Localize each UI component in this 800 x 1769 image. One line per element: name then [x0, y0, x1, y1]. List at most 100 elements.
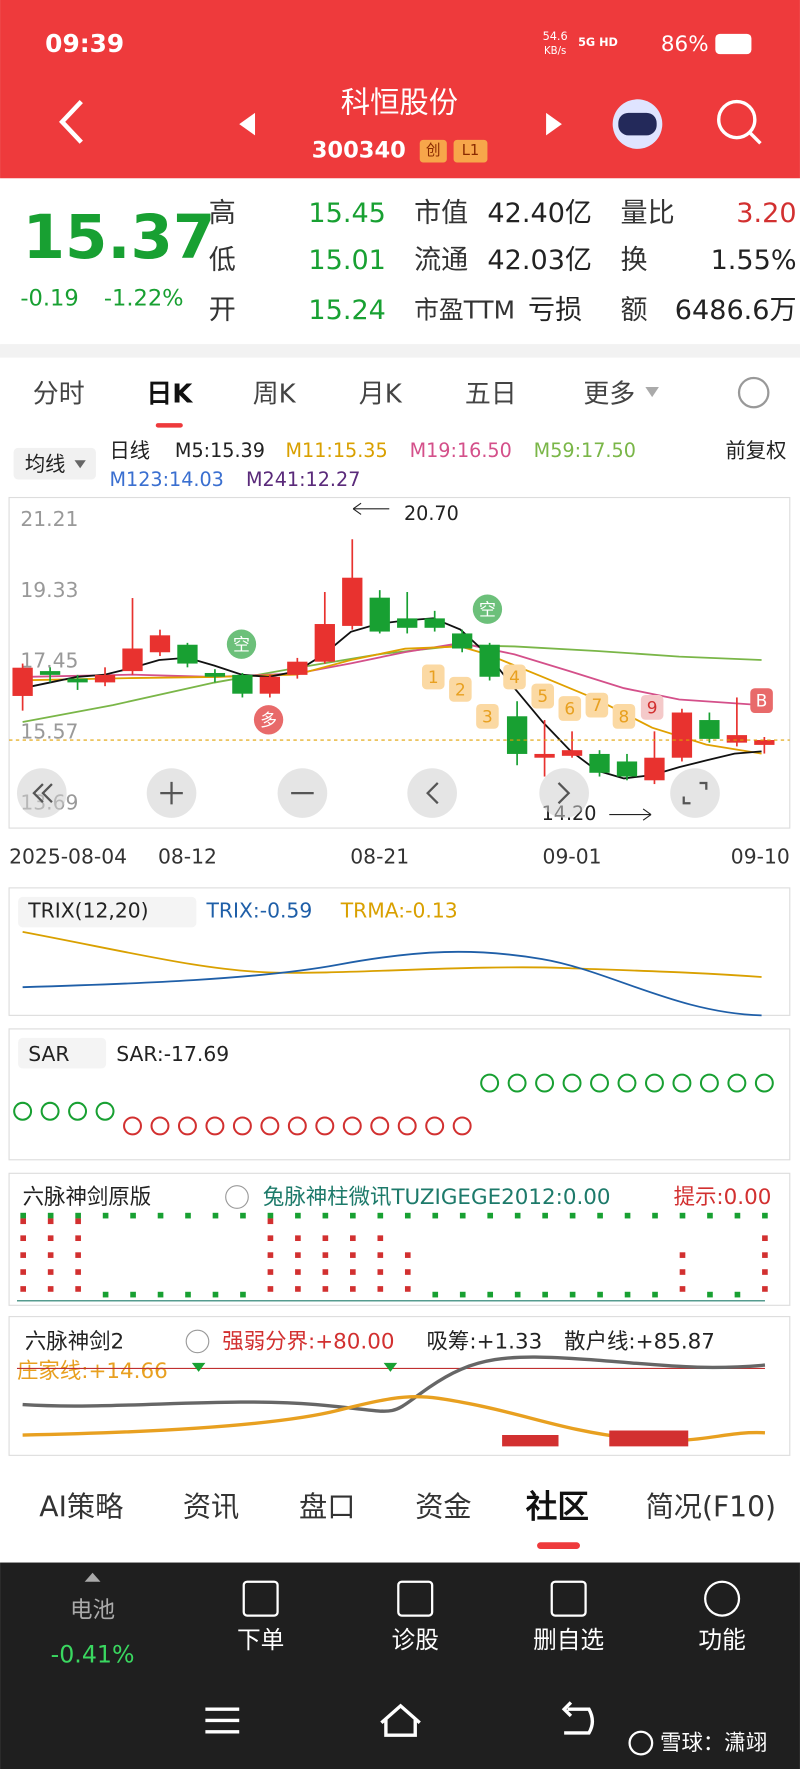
change: -0.19	[20, 285, 78, 311]
help[interactable]	[185, 1329, 210, 1354]
signal-badge	[472, 594, 503, 624]
candle-body	[589, 753, 610, 773]
red-dot	[20, 1252, 27, 1258]
green-dot	[652, 1212, 658, 1219]
bottom-tab[interactable]: 社区	[526, 1489, 589, 1525]
period-tab[interactable]: 五日	[465, 379, 517, 409]
badge: L1	[462, 142, 480, 159]
badge-bg	[453, 139, 488, 163]
sar-dot	[397, 1116, 417, 1136]
indicator-value: 兔脉神柱微讯TUZIGEGE2012:0.00	[263, 1185, 611, 1210]
header-bg	[0, 0, 800, 179]
indicator-name[interactable]: SAR	[28, 1042, 69, 1066]
period-tab[interactable]: 月K	[359, 379, 403, 409]
scroll-left[interactable]	[407, 768, 457, 818]
badge-bg	[419, 139, 447, 163]
trma-line	[22, 930, 762, 978]
red-dot	[377, 1252, 384, 1258]
settings[interactable]	[737, 376, 770, 409]
adjust-mode[interactable]: 前复权	[726, 438, 787, 462]
bottom-tab[interactable]: 简况(F10)	[646, 1490, 776, 1523]
candle-body	[561, 750, 583, 756]
prev-stock[interactable]	[239, 112, 256, 136]
watermark: 雪球：潇翊	[660, 1731, 767, 1756]
scroll-right[interactable]	[539, 768, 589, 818]
green-dot	[47, 1212, 54, 1219]
indicator-name[interactable]: 六脉神剑2	[25, 1330, 124, 1355]
home-key[interactable]	[380, 1703, 421, 1737]
green-dot	[597, 1212, 603, 1219]
red-dot	[322, 1286, 329, 1292]
stat-value: 1.55%	[711, 245, 797, 276]
indicator-selector[interactable]	[18, 1037, 107, 1069]
period-tab[interactable]: 分时	[33, 379, 85, 409]
indicator-name[interactable]: TRIX(12,20)	[27, 899, 148, 923]
signal-badge	[253, 705, 284, 735]
indicator-name[interactable]: 六脉神剑原版	[23, 1185, 152, 1210]
tool-label[interactable]: 功能	[698, 1626, 745, 1654]
green-dot	[377, 1212, 384, 1219]
red-dot	[679, 1286, 686, 1292]
red-dot	[322, 1269, 329, 1275]
y-tick-label: 17.45	[20, 649, 78, 673]
signal-badge	[449, 676, 472, 702]
next-stock[interactable]	[546, 112, 562, 136]
menu-key[interactable]	[205, 1707, 240, 1734]
signal-marks	[191, 1362, 398, 1372]
fullscreen[interactable]	[670, 768, 720, 818]
ma-selector-bg[interactable]	[13, 447, 96, 480]
red-dot	[350, 1269, 356, 1275]
search-button[interactable]	[717, 99, 757, 140]
red-dot	[350, 1235, 356, 1242]
green-dot	[487, 1212, 494, 1219]
back-button[interactable]	[59, 99, 83, 144]
indicator-value: 庄家线:+14.66	[17, 1359, 168, 1384]
tool-label[interactable]: 下单	[237, 1626, 284, 1654]
bottom-tab[interactable]: 盘口	[299, 1490, 355, 1523]
stat-value: 15.45	[308, 198, 385, 229]
bottom-tab[interactable]: 资讯	[183, 1490, 239, 1523]
period-tab[interactable]: 日K	[146, 379, 193, 409]
red-dot	[75, 1286, 81, 1292]
network: 5G HD	[578, 36, 618, 49]
bottom-tab[interactable]: 资金	[415, 1490, 471, 1523]
indicator-selector[interactable]	[18, 896, 197, 928]
tool-label[interactable]: 删自选	[533, 1626, 604, 1654]
y-tick-label: 15.57	[20, 719, 78, 743]
caret	[84, 1572, 101, 1582]
panel-frame	[8, 1028, 791, 1161]
candle-body	[149, 635, 171, 653]
signal-label: 8	[619, 707, 630, 727]
help[interactable]	[225, 1185, 249, 1209]
candle-body	[342, 577, 363, 626]
ma-line	[22, 617, 762, 780]
bottom-tabs: AI策略 资讯 盘口 资金 社区 简况(F10)	[39, 1489, 776, 1525]
red-dot	[377, 1269, 384, 1275]
toolbar-buttons: 下单 诊股 删自选 功能	[237, 1580, 746, 1654]
green-dot	[130, 1212, 136, 1219]
signal-badge	[585, 692, 609, 718]
sar-dot	[535, 1073, 555, 1093]
accumulation-bars	[502, 1430, 689, 1447]
bottom-tab[interactable]: AI策略	[39, 1490, 123, 1523]
y-tick-label: 21.21	[20, 507, 78, 531]
signal-badge	[503, 664, 526, 690]
period-tab[interactable]: 周K	[253, 379, 297, 409]
green-dot	[707, 1291, 713, 1298]
back-key[interactable]	[561, 1701, 595, 1735]
trix-line	[22, 950, 762, 1017]
caret	[74, 460, 86, 469]
sar-dot	[699, 1073, 719, 1093]
sar-dot	[150, 1116, 170, 1136]
date-axis: 2025-08-04 08-12 08-21 09-01 09-10	[9, 844, 790, 868]
signal-badge	[640, 694, 664, 720]
period-tab[interactable]: 更多	[583, 379, 635, 409]
red-dot	[679, 1269, 686, 1275]
red-dot	[267, 1218, 274, 1225]
tool-label[interactable]: 诊股	[392, 1626, 439, 1654]
candle-body	[397, 618, 418, 628]
watch-name[interactable]: 电池	[70, 1598, 115, 1624]
sar-dot	[68, 1101, 88, 1121]
x-tick-label: 09-10	[731, 844, 790, 868]
ma-selector[interactable]: 均线	[25, 452, 66, 476]
